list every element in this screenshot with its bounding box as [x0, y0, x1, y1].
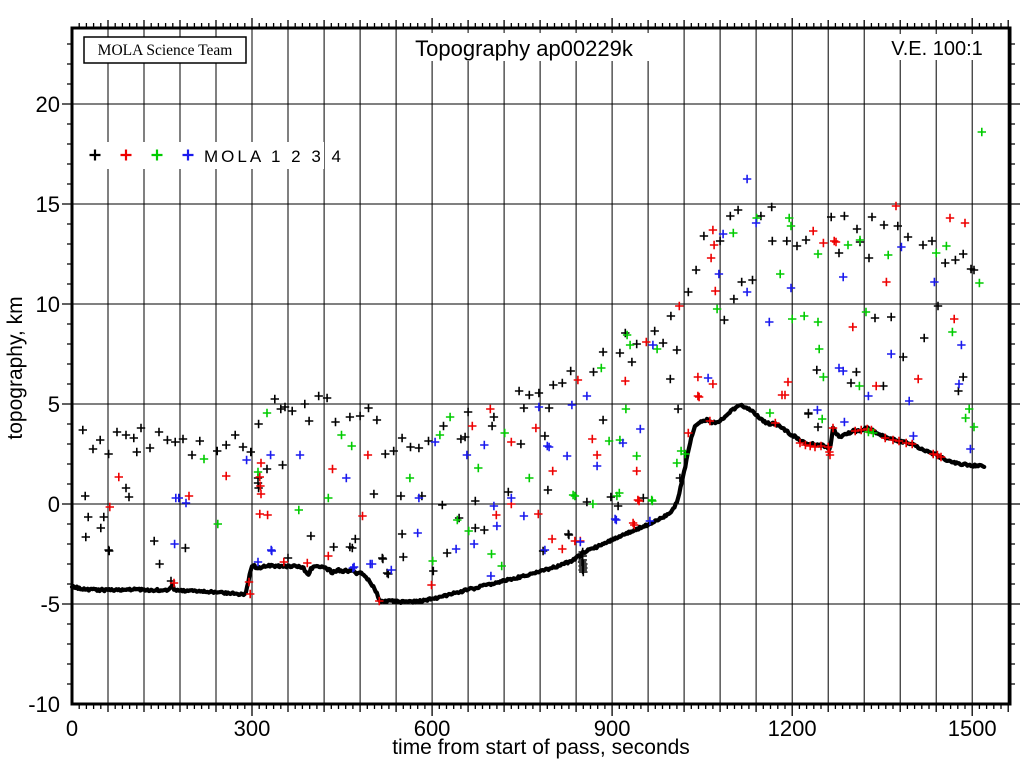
y-tick-label-20: 20: [36, 92, 60, 117]
legend: MOLA 1 2 3 4: [89, 147, 344, 166]
y-tick-label--5: -5: [40, 592, 60, 617]
grid-lines: [72, 28, 1010, 704]
x-tick-label-600: 600: [414, 716, 451, 741]
y-tick-label-0: 0: [48, 492, 60, 517]
scatter-series-mola-4: [170, 174, 975, 581]
vertical-exaggeration-label: V.E. 100:1: [891, 38, 983, 60]
x-tick-label-900: 900: [594, 716, 631, 741]
y-tick-label-5: 5: [48, 392, 60, 417]
x-axis-title: time from start of pass, seconds: [392, 736, 690, 759]
x-tick-label-0: 0: [66, 716, 78, 741]
ground-track-trace: [69, 402, 987, 605]
tick-labels: -10 -5 0 5 10 15 20 0 300 600 900 1200 1500: [28, 92, 996, 741]
legend-plus-markers: [89, 149, 194, 161]
plot-frame: [70, 26, 1012, 706]
scatter-series-mola-3: [199, 127, 986, 571]
y-tick-label--10: -10: [28, 692, 60, 717]
y-tick-label-15: 15: [36, 192, 60, 217]
scatter-series-mola-2: [105, 201, 970, 606]
scatter-points: [78, 127, 986, 606]
y-axis-title: topography, km: [4, 296, 27, 439]
legend-marker-mola-1: [89, 149, 101, 161]
legend-label: MOLA 1 2 3 4: [204, 147, 344, 166]
credit-box: MOLA Science Team: [83, 36, 247, 64]
legend-marker-mola-2: [120, 149, 132, 161]
legend-marker-mola-3: [151, 149, 163, 161]
ground-track-profile: [69, 402, 987, 605]
chart-title: Topography ap00229k: [415, 36, 634, 61]
scatter-series-mola-1: [78, 202, 979, 586]
x-tick-label-1200: 1200: [768, 716, 817, 741]
y-tick-label-10: 10: [36, 292, 60, 317]
x-tick-label-300: 300: [234, 716, 271, 741]
legend-marker-mola-4: [182, 149, 194, 161]
axis-ticks: [62, 18, 1020, 716]
credit-box-label: MOLA Science Team: [98, 42, 233, 59]
x-tick-label-1500: 1500: [948, 716, 997, 741]
